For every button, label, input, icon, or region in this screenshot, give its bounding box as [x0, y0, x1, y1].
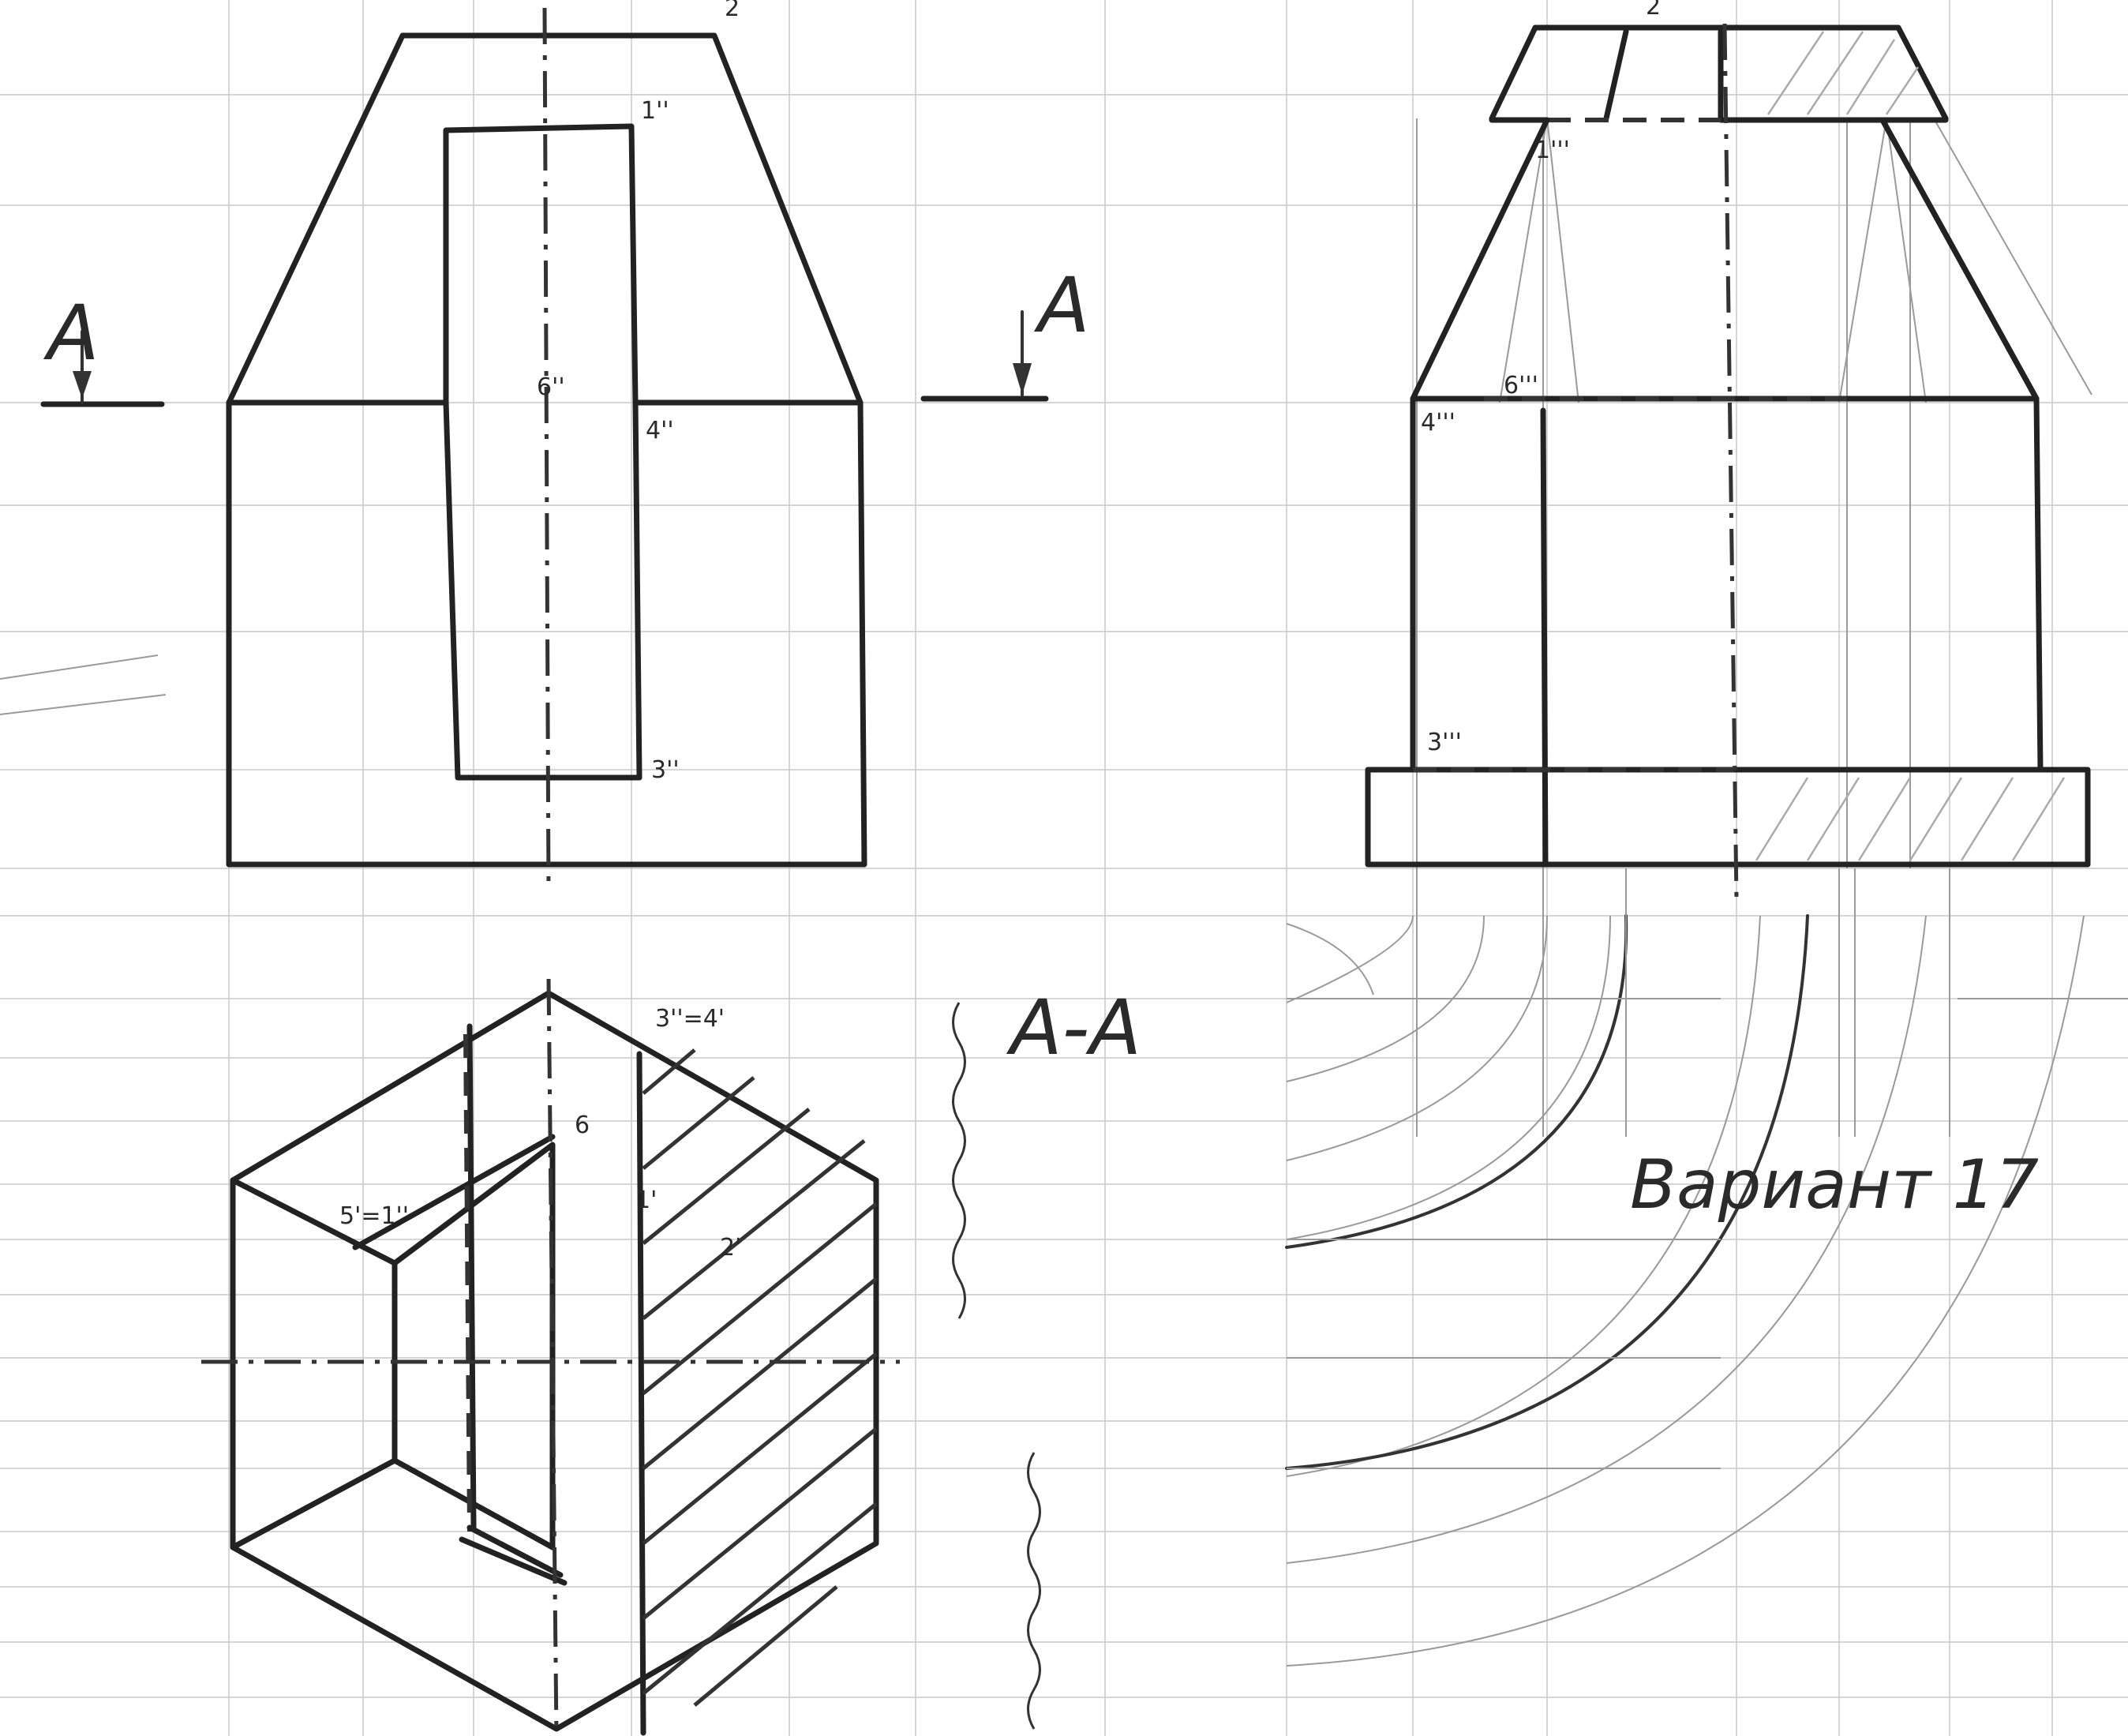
- side-cap-hatch: [1766, 31, 1920, 115]
- top-view-section: [201, 978, 1041, 1736]
- side-label-1: 1''': [1535, 137, 1570, 164]
- front-label-4: 4'': [646, 417, 674, 444]
- front-label-3: 3'': [651, 756, 680, 784]
- section-mark-right: A: [1033, 261, 1090, 350]
- section-mark-left: A: [43, 289, 99, 377]
- front-cone-outline: [226, 32, 864, 406]
- inner-hole-outline: [392, 1142, 556, 1550]
- top-label-3-4: 3''=4': [655, 1005, 725, 1033]
- top-label-5-1: 5'=1'': [339, 1202, 409, 1230]
- side-axis: [1722, 23, 1739, 901]
- side-label-6: 6''': [1504, 372, 1538, 399]
- side-base-plate: [1365, 767, 2091, 868]
- front-label-2: 2: [725, 0, 740, 22]
- side-label-4: 4''': [1421, 409, 1456, 437]
- top-label-2: 2': [720, 1234, 741, 1262]
- break-line-upper: [952, 1002, 966, 1319]
- front-slot: [443, 123, 643, 781]
- section-hatch: [642, 1048, 878, 1707]
- side-label-2: 2: [1646, 0, 1661, 21]
- front-label-1: 1'': [641, 97, 669, 125]
- front-label-6: 6'': [537, 373, 565, 401]
- top-label-6: 6: [575, 1112, 590, 1139]
- side-label-3: 3''': [1427, 729, 1462, 756]
- front-view: [0, 7, 1049, 893]
- side-base-hatch: [1755, 777, 2066, 861]
- side-view: [1365, 23, 2091, 901]
- section-title: A-A: [1006, 984, 1141, 1072]
- labels: A A A-A Вариант 17 2 1'' 6'' 4'' 3'' 2 1…: [43, 0, 2039, 1262]
- arrow-down-icon: [73, 371, 92, 399]
- top-label-1: 1': [635, 1187, 657, 1214]
- arrow-down-icon: [1013, 363, 1032, 395]
- break-line-lower: [1027, 1452, 1041, 1730]
- variant-label: Вариант 17: [1630, 1145, 2039, 1224]
- construction-lines: [1285, 118, 2128, 1667]
- front-axis: [542, 7, 551, 893]
- side-cap-outline: [1489, 24, 1949, 122]
